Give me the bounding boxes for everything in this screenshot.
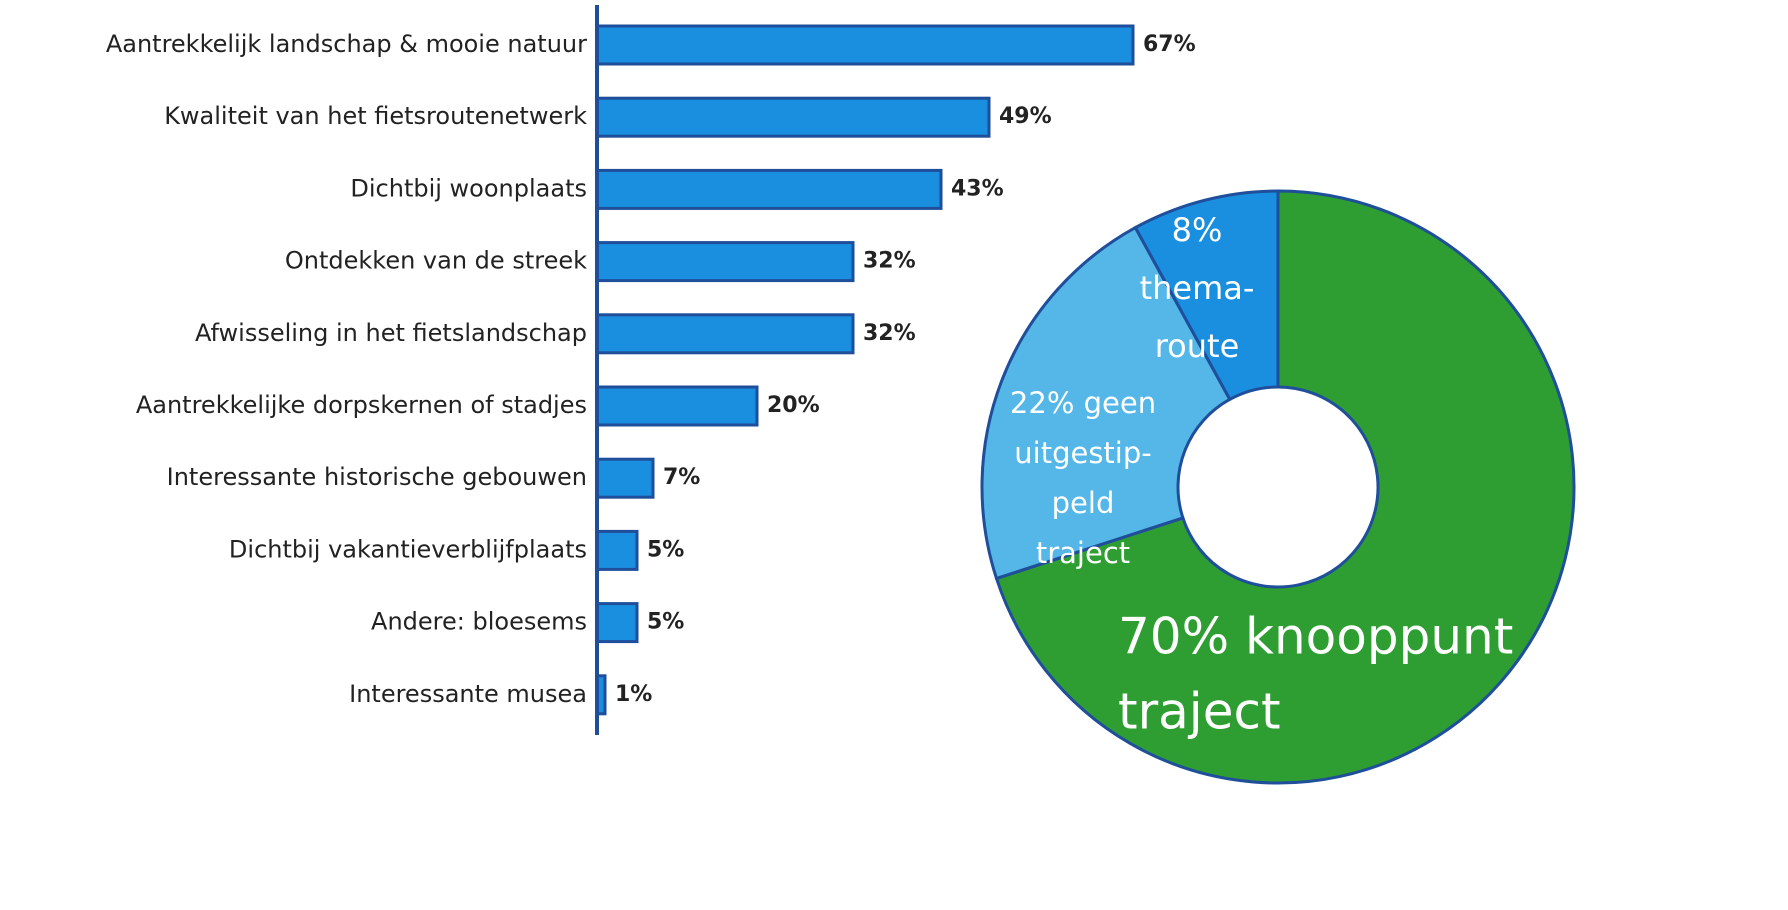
value-label: 1% xyxy=(615,682,652,707)
bar xyxy=(595,24,1135,66)
slice-label: 8% xyxy=(1172,211,1223,249)
bar xyxy=(595,313,855,355)
donut-slice xyxy=(1133,189,1280,402)
slice-label: route xyxy=(1155,327,1240,365)
value-label: 49% xyxy=(999,104,1052,129)
slice-label: traject xyxy=(1118,683,1281,741)
category-label: Afwisseling in het fietslandschap xyxy=(195,319,587,347)
value-label: 5% xyxy=(647,610,684,635)
category-label: Interessante musea xyxy=(349,680,587,708)
bar xyxy=(595,529,639,571)
slice-label: 70% knooppunt xyxy=(1118,608,1513,666)
value-label: 32% xyxy=(863,321,916,346)
category-label: Kwaliteit van het fietsroutenetwerk xyxy=(164,102,587,130)
category-label: Dichtbij vakantieverblijfplaats xyxy=(229,535,587,563)
category-label: Interessante historische gebouwen xyxy=(167,463,587,491)
category-label: Dichtbij woonplaats xyxy=(350,174,587,202)
donut-slice xyxy=(980,225,1232,581)
value-label: 43% xyxy=(951,176,1004,201)
slice-label: peld xyxy=(1052,486,1115,520)
slice-label: traject xyxy=(1036,536,1130,570)
slice-label: thema- xyxy=(1140,269,1255,307)
slice-label: 22% geen xyxy=(1010,386,1156,420)
donut-slice xyxy=(994,189,1576,785)
category-label: Aantrekkelijke dorpskernen of stadjes xyxy=(136,391,587,419)
value-label: 5% xyxy=(647,537,684,562)
slice-label: uitgestip- xyxy=(1014,436,1151,470)
value-label: 7% xyxy=(663,465,700,490)
category-label: Aantrekkelijk landschap & mooie natuur xyxy=(106,30,587,58)
bar xyxy=(595,385,759,427)
category-label: Andere: bloesems xyxy=(371,608,587,636)
bar xyxy=(595,602,639,644)
category-label: Ontdekken van de streek xyxy=(285,247,587,275)
value-label: 20% xyxy=(767,393,820,418)
bar xyxy=(595,168,943,210)
value-label: 32% xyxy=(863,249,916,274)
bar xyxy=(595,457,655,499)
value-label: 67% xyxy=(1143,32,1196,57)
bar xyxy=(595,241,855,283)
bar xyxy=(595,96,991,138)
